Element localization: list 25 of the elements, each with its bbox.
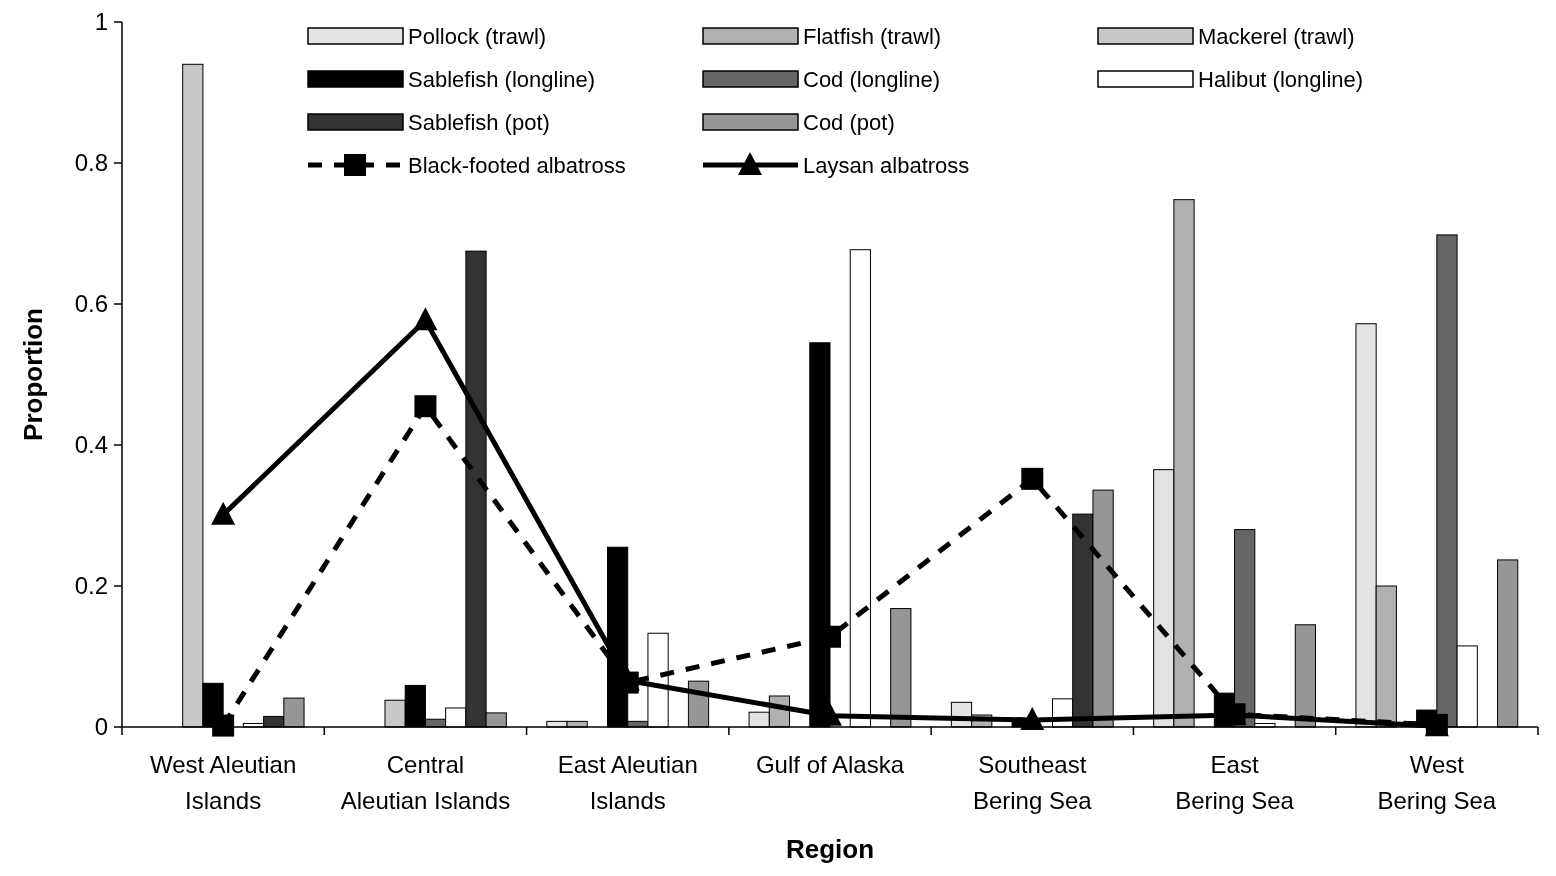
y-axis-title: Proportion [18,308,48,441]
x-tick-label: Central Aleutian Islands [340,751,511,814]
x-tick-label: East Aleutian Islands [557,751,698,814]
legend-label: Cod (pot) [803,109,895,135]
x-tick-label: West Aleutian Islands [149,751,297,814]
legend-label: Sablefish (longline) [408,66,596,92]
legend-label: Cod (longline) [803,66,940,92]
x-axis-title: Region [785,834,875,864]
x-tick-label: Gulf of Alaska [755,751,905,778]
y-tick-label: 0.8 [74,149,108,177]
legend-label: Mackerel (trawl) [1198,23,1355,49]
y-tick-label: 0.2 [74,572,108,600]
legend-label: Laysan albatross [803,152,970,178]
legend-label: Sablefish (pot) [408,109,550,135]
y-tick-label: 0 [94,713,108,741]
legend-label: Halibut (longline) [1198,66,1364,92]
y-tick-label: 1 [94,8,108,36]
y-tick-label: 0.6 [74,290,108,318]
x-tick-label: Southeast Bering Sea [972,751,1093,814]
legend-label: Flatfish (trawl) [803,23,942,49]
legend-label: Black-footed albatross [408,152,626,178]
x-tick-label: West Bering Sea [1377,751,1497,814]
x-tick-label: East Bering Sea [1175,751,1295,814]
legend-label: Pollock (trawl) [408,23,547,49]
y-tick-label: 0.4 [74,431,108,459]
